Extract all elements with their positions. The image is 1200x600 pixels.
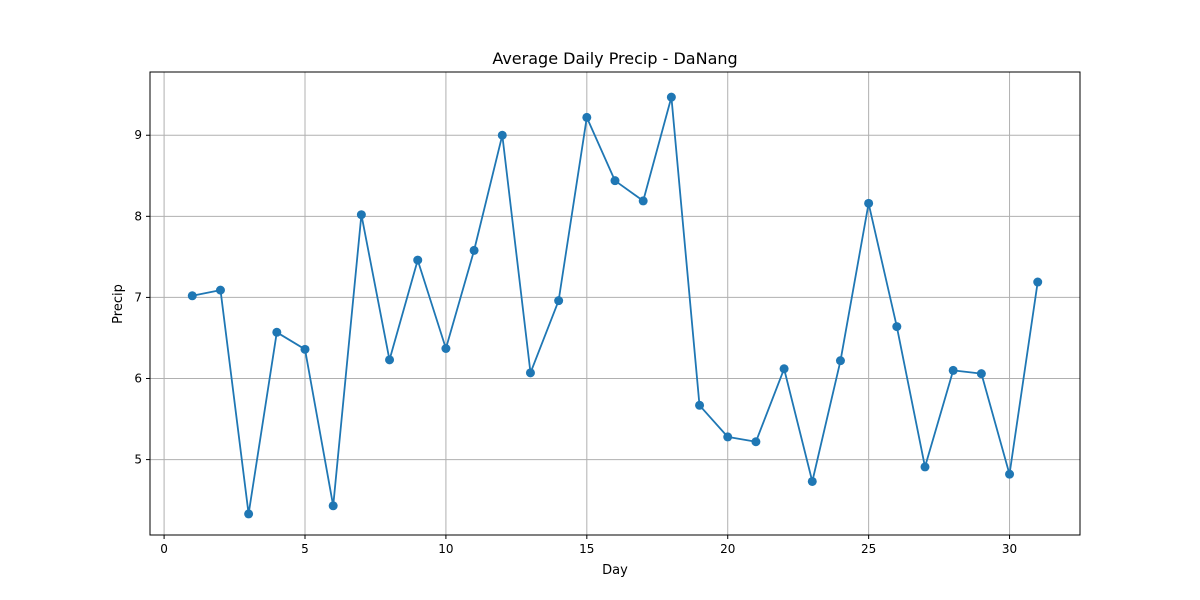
- y-axis-label: Precip: [111, 284, 126, 324]
- data-point: [976, 369, 986, 379]
- x-axis-label: Day: [602, 563, 628, 578]
- data-point: [920, 462, 930, 472]
- data-point: [441, 344, 451, 354]
- data-point: [272, 327, 282, 337]
- data-point: [525, 368, 535, 378]
- x-tick-label: 30: [1002, 542, 1017, 556]
- x-tick-label: 15: [579, 542, 594, 556]
- x-tick-label: 25: [861, 542, 876, 556]
- data-point: [413, 255, 423, 265]
- chart-title: Average Daily Precip - DaNang: [492, 49, 737, 68]
- data-point: [244, 509, 254, 519]
- data-point: [695, 400, 705, 410]
- plot-series: [187, 92, 1043, 519]
- data-point: [638, 196, 648, 206]
- y-tick-label: 7: [134, 290, 142, 304]
- data-point: [469, 245, 479, 255]
- data-point: [751, 437, 761, 447]
- data-point: [554, 296, 564, 306]
- data-point: [187, 291, 197, 301]
- x-tick-label: 10: [438, 542, 453, 556]
- y-tick-label: 5: [134, 453, 142, 467]
- y-tick-label: 6: [134, 372, 142, 386]
- data-point: [497, 130, 507, 140]
- data-point: [610, 176, 620, 186]
- y-tick-label: 8: [134, 209, 142, 223]
- data-point: [779, 364, 789, 374]
- data-point: [1005, 469, 1015, 479]
- data-point: [356, 210, 366, 220]
- x-tick-label: 0: [160, 542, 168, 556]
- data-point: [328, 501, 338, 511]
- data-point: [385, 355, 395, 365]
- data-point: [892, 322, 902, 332]
- data-point: [807, 476, 817, 486]
- y-tick-label: 9: [134, 128, 142, 142]
- data-point: [864, 198, 874, 208]
- axis-ticks: 0 5 10 15 20 25 30 5 6 7 8 9: [134, 128, 1017, 556]
- data-point: [300, 344, 310, 354]
- data-point: [1033, 277, 1043, 287]
- grid: [150, 72, 1080, 535]
- data-point: [582, 112, 592, 122]
- x-tick-label: 20: [720, 542, 735, 556]
- plot-area-frame: [149, 71, 1081, 536]
- data-point: [215, 285, 225, 295]
- data-point: [948, 365, 958, 375]
- x-tick-label: 5: [301, 542, 309, 556]
- data-point: [666, 92, 676, 102]
- data-point: [835, 356, 845, 366]
- data-point: [723, 432, 733, 442]
